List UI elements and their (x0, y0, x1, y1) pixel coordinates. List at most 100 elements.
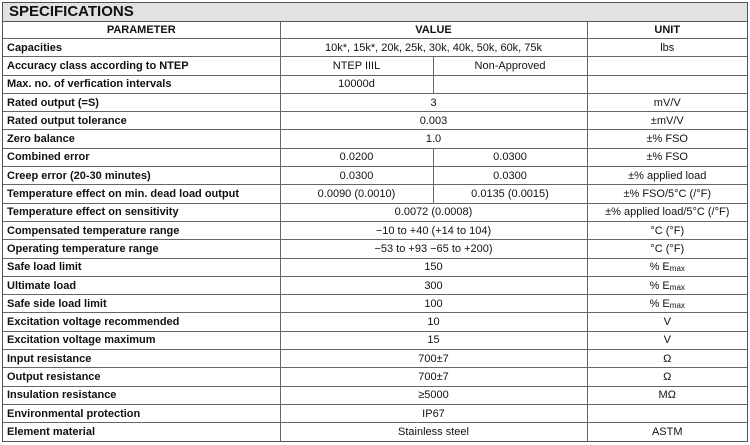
header-parameter: PARAMETER (3, 22, 281, 39)
unit-text: % E (649, 261, 670, 274)
table-row: Output resistance 700±7 Ω (3, 367, 747, 387)
unit-cell: ±% applied load/5°C (/°F) (586, 202, 747, 222)
unit-cell: °C (°F) (586, 220, 747, 241)
header-row: PARAMETER VALUE UNIT (3, 22, 747, 39)
unit-cell: ±% FSO (586, 129, 747, 149)
table-row: Rated output (=S) 3 mV/V (3, 92, 747, 113)
value-cell-1: NTEP IIIL (279, 56, 434, 76)
table-row: Operating temperature range −53 to +93 −6… (3, 239, 747, 259)
table-row: Zero balance 1.0 ±% FSO (3, 129, 747, 149)
unit-text: % E (649, 279, 670, 292)
header-unit: UNIT (586, 22, 747, 39)
value-cell-1: 0.0090 (0.0010) (279, 184, 434, 204)
parameter-cell: Rated output tolerance (3, 111, 281, 131)
value-cell-1: 0.0200 (279, 147, 434, 168)
table-row: Accuracy class according to NTEP NTEP III… (3, 56, 747, 76)
value-cell: Stainless steel (279, 422, 588, 441)
value-cell: IP67 (279, 403, 588, 424)
parameter-cell: Safe load limit (3, 257, 281, 277)
unit-cell: % Emax (586, 275, 747, 296)
unit-cell: Ω (586, 367, 747, 387)
parameter-cell: Zero balance (3, 129, 281, 149)
parameter-cell: Excitation voltage recommended (3, 312, 281, 332)
value-cell: 0.003 (279, 111, 588, 131)
value-cell-2: 0.0135 (0.0015) (432, 184, 588, 204)
parameter-cell: Temperature effect on min. dead load out… (3, 184, 281, 204)
parameter-cell: Excitation voltage maximum (3, 330, 281, 351)
table-row: Input resistance 700±7 Ω (3, 349, 747, 369)
parameter-cell: Insulation resistance (3, 385, 281, 405)
parameter-cell: Combined error (3, 147, 281, 168)
unit-cell: MΩ (586, 385, 747, 405)
value-cell: 150 (279, 257, 588, 277)
table-row: Safe side load limit 100% Emax (3, 294, 747, 314)
value-cell: 100 (279, 294, 588, 314)
value-cell: −53 to +93 −65 to +200) (279, 239, 588, 259)
unit-cell: ASTM (586, 422, 747, 441)
value-cell-1: 0.0300 (279, 166, 434, 186)
table-row: Ultimate load 300% Emax (3, 275, 747, 296)
parameter-cell: Accuracy class according to NTEP (3, 56, 281, 76)
table-row: Temperature effect on sensitivity 0.0072 … (3, 202, 747, 222)
table-row: Compensated temperature range −10 to +40 … (3, 220, 747, 241)
value-cell: 10 (279, 312, 588, 332)
value-cell-2: 0.0300 (432, 147, 588, 168)
unit-cell: °C (°F) (586, 239, 747, 259)
unit-cell: ±% FSO/5°C (/°F) (586, 184, 747, 204)
unit-text: % E (649, 297, 670, 310)
value-cell: 300 (279, 275, 588, 296)
table-row: Max. no. of verfication intervals 10000d (3, 74, 747, 94)
unit-cell: ±% applied load (586, 166, 747, 186)
table-row: Excitation voltage recommended 10 V (3, 312, 747, 332)
parameter-cell: Ultimate load (3, 275, 281, 296)
unit-cell (586, 56, 747, 76)
parameter-cell: Rated output (=S) (3, 92, 281, 113)
unit-subscript: max (669, 264, 685, 274)
section-title: SPECIFICATIONS (3, 3, 747, 22)
parameter-cell: Max. no. of verfication intervals (3, 74, 281, 94)
unit-cell (586, 403, 747, 424)
value-cell-2: 0.0300 (432, 166, 588, 186)
unit-cell: % Emax (586, 294, 747, 314)
unit-cell: mV/V (586, 92, 747, 113)
header-value: VALUE (279, 22, 588, 39)
specifications-table: PARAMETER VALUE UNIT Capacities 10k*, 15k… (3, 22, 747, 441)
parameter-cell: Capacities (3, 37, 281, 58)
parameter-cell: Output resistance (3, 367, 281, 387)
value-cell-1: 10000d (279, 74, 434, 94)
unit-cell (586, 74, 747, 94)
parameter-cell: Environmental protection (3, 403, 281, 424)
unit-cell: V (586, 312, 747, 332)
value-cell: 3 (279, 92, 588, 113)
table-row: Capacities 10k*, 15k*, 20k, 25k, 30k, 40k… (3, 37, 747, 58)
unit-cell: ±% FSO (586, 147, 747, 168)
parameter-cell: Safe side load limit (3, 294, 281, 314)
table-row: Excitation voltage maximum 15 V (3, 330, 747, 351)
unit-cell: lbs (586, 37, 747, 58)
value-cell: 0.0072 (0.0008) (279, 202, 588, 222)
value-cell: −10 to +40 (+14 to 104) (279, 220, 588, 241)
value-cell: ≥5000 (279, 385, 588, 405)
parameter-cell: Creep error (20-30 minutes) (3, 166, 281, 186)
parameter-cell: Compensated temperature range (3, 220, 281, 241)
unit-cell: ±mV/V (586, 111, 747, 131)
parameter-cell: Temperature effect on sensitivity (3, 202, 281, 222)
table-row: Environmental protection IP67 (3, 403, 747, 424)
parameter-cell: Element material (3, 422, 281, 441)
table-row: Temperature effect on min. dead load out… (3, 184, 747, 204)
value-cell-2 (432, 74, 588, 94)
parameter-cell: Input resistance (3, 349, 281, 369)
unit-subscript: max (669, 282, 685, 292)
parameter-cell: Operating temperature range (3, 239, 281, 259)
value-cell: 10k*, 15k*, 20k, 25k, 30k, 40k, 50k, 60k… (279, 37, 588, 58)
table-row: Element material Stainless steel ASTM (3, 422, 747, 441)
table-row: Insulation resistance ≥5000 MΩ (3, 385, 747, 405)
table-row: Safe load limit 150 % Emax (3, 257, 747, 277)
table-row: Rated output tolerance 0.003 ±mV/V (3, 111, 747, 131)
value-cell: 15 (279, 330, 588, 351)
unit-cell: Ω (586, 349, 747, 369)
table-row: Creep error (20-30 minutes) 0.0300 0.0300 ±… (3, 166, 747, 186)
value-cell: 700±7 (279, 349, 588, 369)
unit-subscript: max (669, 300, 685, 310)
